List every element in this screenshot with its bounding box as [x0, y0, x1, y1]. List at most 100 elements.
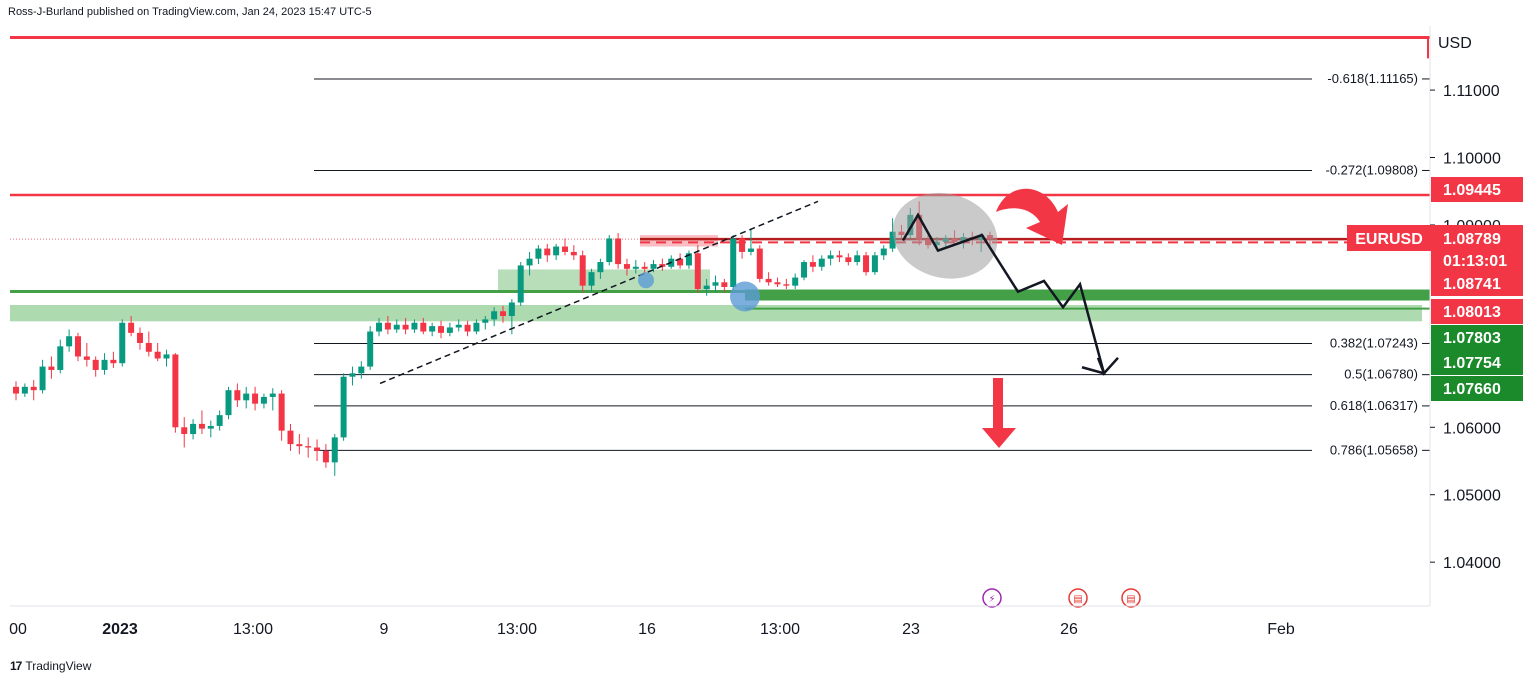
tradingview-brand: TradingView	[25, 659, 92, 673]
candle-body	[411, 322, 418, 330]
candle-body	[172, 354, 179, 428]
candle-body	[287, 430, 294, 445]
candle-body	[349, 373, 356, 377]
candle-body	[650, 264, 657, 269]
candle-body	[66, 336, 73, 347]
candle-body	[128, 322, 135, 333]
candle-body	[455, 324, 462, 328]
candle-body	[314, 447, 321, 451]
last-price-tag	[1431, 225, 1523, 273]
price-tag	[1431, 177, 1523, 202]
candle-body	[491, 311, 498, 320]
candle-body	[154, 351, 161, 359]
candle-body	[854, 255, 861, 263]
us-flag-event-icon	[1068, 588, 1088, 608]
price-tags: 1.09445 EURUSD 1.08789 01:13:01 1.08741 1.080…	[1347, 177, 1523, 401]
price-tag	[1431, 299, 1523, 324]
candle-body	[438, 326, 445, 333]
candle-body	[482, 319, 489, 323]
price-tag-label: 1.07803	[1443, 330, 1501, 347]
price-tag-label: 1.07660	[1443, 381, 1501, 398]
candle-body	[340, 376, 347, 438]
candle-body	[544, 248, 551, 256]
x-tick-label: 16	[638, 621, 656, 638]
candle-body	[216, 415, 223, 426]
price-tag-label: 1.08013	[1443, 304, 1501, 321]
us-flag-event-icon-glyph: ▤	[1126, 594, 1135, 605]
x-tick-label: 00	[9, 621, 27, 638]
candle-body	[225, 390, 232, 416]
candle-body	[384, 322, 391, 330]
price-tag	[1431, 376, 1523, 401]
candle-body	[83, 356, 90, 360]
candle-body	[792, 277, 799, 286]
candle-body	[588, 272, 595, 286]
candle-body	[809, 262, 816, 267]
projection-arrowhead	[1081, 357, 1107, 376]
candle-body	[21, 386, 28, 394]
candle-body	[260, 396, 267, 404]
candle-body	[234, 390, 241, 401]
price-tag	[1431, 271, 1523, 296]
candle-body	[305, 446, 312, 448]
candle-body	[110, 359, 117, 364]
candle-body	[597, 262, 604, 273]
candle-body	[358, 366, 365, 374]
candle-body	[730, 238, 737, 287]
annotations-layer: ⚡ ▤ ▤	[379, 188, 1141, 608]
candle-body	[535, 248, 542, 259]
price-tag-label: 1.08741	[1443, 276, 1501, 293]
candle-body	[48, 366, 55, 370]
x-tick-label: 23	[902, 621, 920, 638]
candle-body	[207, 425, 214, 429]
candle-body	[863, 255, 870, 273]
candle-body	[402, 324, 409, 330]
candle-body	[694, 253, 701, 290]
x-tick-label: 13:00	[497, 621, 537, 638]
candle-body	[429, 326, 436, 332]
consolidation-ellipse	[892, 192, 998, 279]
candle-body	[747, 248, 754, 252]
candle-body	[659, 264, 666, 267]
candle-body	[677, 258, 684, 266]
down-arrow-icon	[982, 428, 1016, 448]
marker-large	[730, 281, 760, 312]
candle-body	[641, 266, 648, 269]
candle-body	[517, 265, 524, 303]
down-arrow-shaft	[993, 378, 1003, 430]
candle-body	[739, 238, 746, 252]
x-tick-label: 2023	[102, 621, 138, 638]
candle-body	[623, 264, 630, 269]
candle-body	[163, 354, 170, 359]
candle-body	[136, 332, 143, 343]
fib-label: 0.786(1.05658)	[1330, 442, 1418, 457]
currency-label: USD	[1438, 35, 1472, 52]
support-band	[745, 289, 1430, 301]
candle-body	[278, 393, 285, 431]
symbol-tag	[1347, 225, 1431, 251]
tradingview-footer[interactable]: 17 TradingView	[10, 659, 91, 673]
candle-body	[632, 266, 639, 269]
time-axis: 00 2023 13:00 9 13:00 16 13:00 23 26 Feb	[9, 605, 1430, 638]
candle-body	[331, 437, 338, 463]
support-zone	[10, 304, 1422, 322]
candle-body	[376, 322, 383, 332]
candle-body	[464, 324, 471, 332]
candle-body	[606, 238, 613, 263]
candles-layer	[13, 201, 993, 476]
candle-body	[783, 284, 790, 286]
countdown-label: 01:13:01	[1443, 253, 1507, 270]
candle-body	[198, 423, 205, 429]
fib-label: 0.382(1.07243)	[1330, 335, 1418, 350]
x-tick-label: Feb	[1267, 621, 1295, 638]
last-price-label: 1.08789	[1443, 231, 1501, 248]
candle-body	[526, 258, 533, 266]
fib-label: -0.618(1.11165)	[1327, 71, 1418, 86]
candle-body	[420, 322, 427, 332]
candle-body	[818, 258, 825, 267]
candle-body	[836, 255, 843, 258]
trendline-dashed	[379, 200, 819, 385]
levels-layer	[10, 35, 1430, 310]
y-tick-label: 1.04000	[1443, 555, 1501, 572]
